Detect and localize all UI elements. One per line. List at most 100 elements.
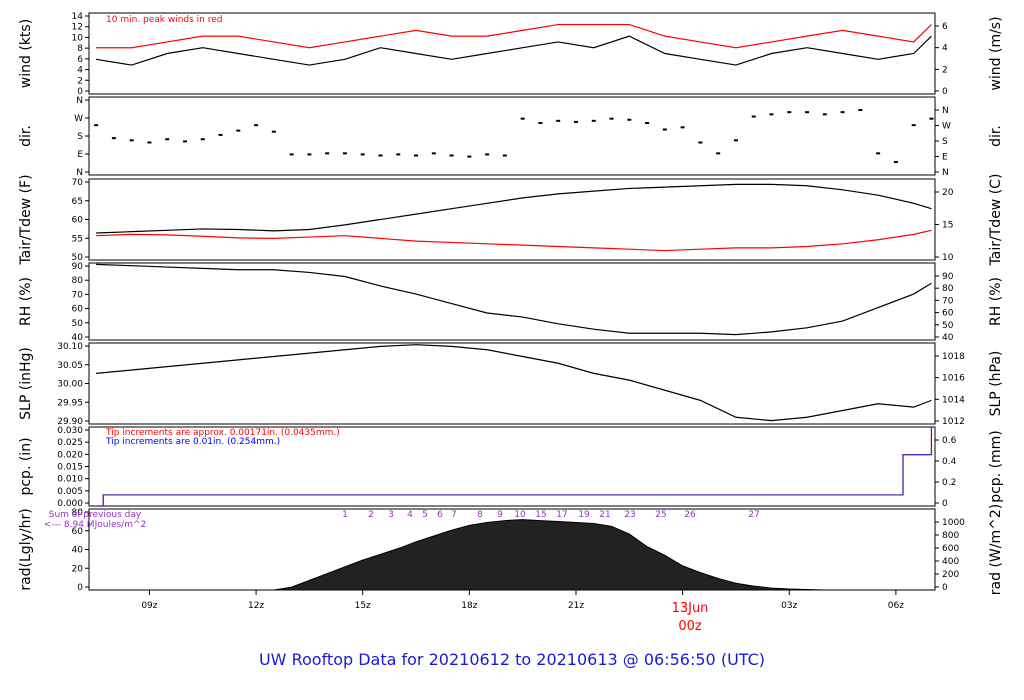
data-point bbox=[378, 154, 383, 157]
y-tick-label-left: S bbox=[77, 132, 83, 142]
date-sublabel: 00z bbox=[678, 619, 702, 634]
data-point bbox=[840, 111, 845, 114]
data-point bbox=[111, 137, 116, 140]
y-tick-label-right: 0 bbox=[942, 583, 948, 593]
hour-mark: 10 bbox=[514, 510, 526, 520]
y-axis-label-right: Tair/Tdew (C) bbox=[988, 174, 1004, 267]
data-point bbox=[431, 152, 436, 155]
x-tick-label: 12z bbox=[248, 601, 264, 611]
data-point bbox=[182, 140, 187, 143]
data-point bbox=[787, 111, 792, 114]
y-axis-label-left: dir. bbox=[18, 125, 34, 147]
hour-mark: 5 bbox=[422, 510, 428, 520]
y-tick-label-left: 0.015 bbox=[57, 463, 83, 473]
data-point bbox=[449, 154, 454, 157]
y-tick-label-right: 1018 bbox=[942, 352, 965, 362]
y-tick-label-left: 4 bbox=[77, 66, 83, 76]
data-point bbox=[236, 129, 241, 132]
y-tick-label-right: E bbox=[942, 153, 948, 163]
y-axis-label-left: rad(Lgly/hr) bbox=[18, 508, 34, 590]
y-tick-label-right: 200 bbox=[942, 570, 959, 580]
hour-mark: 1 bbox=[342, 510, 348, 520]
y-tick-label-right: 60 bbox=[942, 309, 954, 319]
y-tick-label-right: 15 bbox=[942, 221, 953, 231]
data-point bbox=[485, 153, 490, 156]
y-tick-label-left: 20 bbox=[72, 564, 84, 574]
y-tick-label-right: 90 bbox=[942, 272, 954, 282]
panel-frame bbox=[88, 12, 936, 95]
data-point bbox=[876, 152, 881, 155]
y-tick-label-left: 0.020 bbox=[57, 450, 83, 460]
y-tick-label-left: 14 bbox=[72, 12, 84, 22]
y-tick-label-left: 10 bbox=[72, 33, 84, 43]
y-axis-label-right: dir. bbox=[988, 125, 1004, 147]
y-tick-label-left: 70 bbox=[72, 178, 84, 188]
data-point bbox=[698, 141, 703, 144]
y-axis-label-right: RH (%) bbox=[988, 277, 1004, 326]
series-line bbox=[96, 229, 932, 252]
y-tick-label-right: 1014 bbox=[942, 395, 965, 405]
data-point bbox=[467, 155, 472, 158]
panel-frame bbox=[88, 178, 936, 261]
y-tick-label-left: 29.90 bbox=[57, 417, 83, 427]
x-tick-label: 15z bbox=[355, 601, 371, 611]
x-tick-label: 03z bbox=[781, 601, 797, 611]
series-line bbox=[96, 23, 932, 49]
data-point bbox=[556, 119, 561, 122]
y-tick-label-right: N bbox=[942, 168, 949, 178]
data-point bbox=[254, 124, 259, 127]
y-tick-label-right: 0 bbox=[942, 87, 948, 97]
y-tick-label-left: 0 bbox=[77, 87, 83, 97]
series-line bbox=[96, 344, 932, 422]
y-tick-label-right: 80 bbox=[942, 284, 954, 294]
x-tick-label: 21z bbox=[568, 601, 584, 611]
data-point bbox=[858, 109, 863, 111]
data-point bbox=[680, 126, 685, 129]
x-tick-label: 09z bbox=[141, 601, 157, 611]
y-axis-label-left: RH (%) bbox=[18, 277, 34, 326]
y-axis-label-right: pcp. (mm) bbox=[988, 430, 1004, 503]
y-axis-label-right: SLP (hPa) bbox=[988, 351, 1004, 417]
data-point bbox=[289, 153, 294, 156]
y-tick-label-left: 50 bbox=[72, 253, 84, 263]
y-tick-label-left: 80 bbox=[72, 276, 84, 286]
y-tick-label-right: 400 bbox=[942, 557, 959, 567]
y-tick-label-right: 20 bbox=[942, 188, 954, 198]
series-line bbox=[96, 426, 935, 507]
x-tick-label: 06z bbox=[888, 601, 904, 611]
data-point bbox=[662, 128, 667, 131]
y-tick-label-right: 40 bbox=[942, 333, 954, 343]
y-tick-label-right: 10 bbox=[942, 253, 954, 263]
pcp-note: Tip increments are approx. 0.00171in. (0… bbox=[105, 428, 340, 438]
hour-mark: 25 bbox=[655, 510, 666, 520]
data-point bbox=[573, 120, 578, 123]
y-tick-label-left: 80 bbox=[72, 508, 84, 518]
y-tick-label-left: 6 bbox=[77, 55, 83, 65]
y-tick-label-right: 800 bbox=[942, 531, 959, 541]
data-point bbox=[609, 117, 614, 120]
data-point bbox=[342, 152, 347, 155]
y-tick-label-left: 0 bbox=[77, 583, 83, 593]
y-tick-label-left: 65 bbox=[72, 197, 83, 207]
y-axis-label-left: wind (kts) bbox=[18, 19, 34, 88]
data-point bbox=[805, 111, 810, 114]
hour-mark: 7 bbox=[451, 510, 457, 520]
hour-mark: 15 bbox=[535, 510, 546, 520]
data-point bbox=[94, 124, 99, 127]
y-tick-label-left: 30.00 bbox=[57, 380, 83, 390]
hour-mark: 8 bbox=[477, 510, 483, 520]
date-label: 13Jun bbox=[672, 601, 709, 616]
x-tick-label: 18z bbox=[461, 601, 477, 611]
y-tick-label-left: 60 bbox=[72, 527, 84, 537]
data-point bbox=[893, 161, 898, 163]
data-point bbox=[716, 152, 721, 155]
rad-annotation: <--- 8.94 MJoules/m^2 bbox=[44, 520, 146, 530]
y-tick-label-left: 0.000 bbox=[57, 499, 83, 509]
pcp-note: Tip increments are 0.01in. (0.254mm.) bbox=[105, 437, 280, 447]
data-point bbox=[538, 122, 543, 124]
data-point bbox=[271, 130, 276, 133]
y-tick-label-left: 55 bbox=[72, 234, 83, 244]
